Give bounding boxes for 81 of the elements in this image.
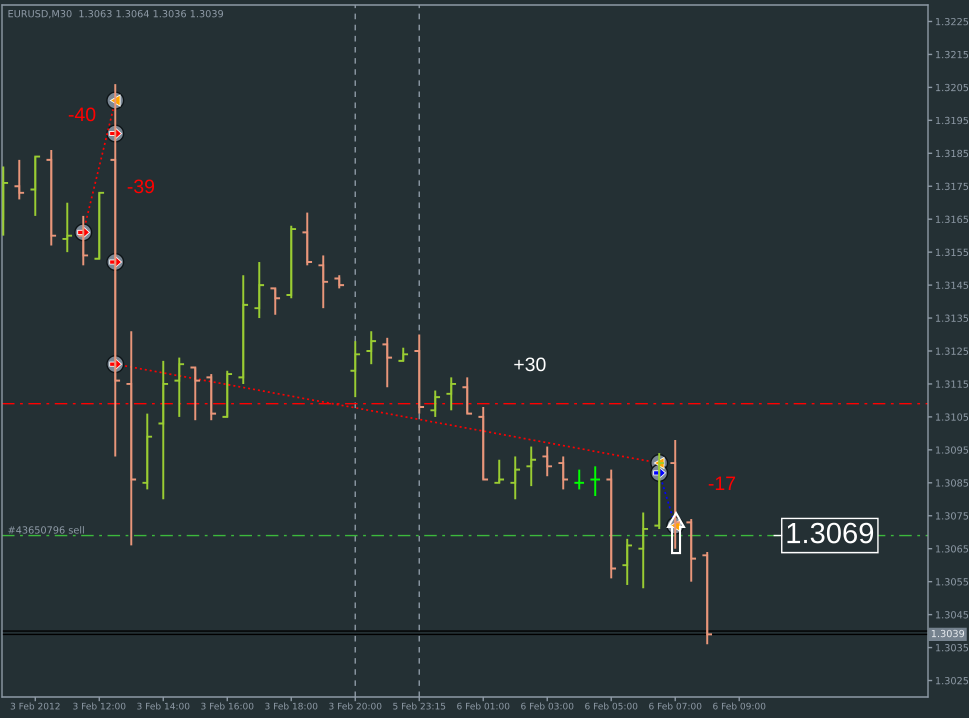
y-tick-label: 1.3065 <box>936 545 968 553</box>
candlestick <box>429 390 442 418</box>
y-tick-label: 1.3105 <box>936 413 968 421</box>
x-tick-label: 3 Feb 16:00 <box>201 702 254 710</box>
x-tick-label: 5 Feb 23:15 <box>393 702 446 710</box>
candlestick <box>525 446 538 488</box>
y-tick-label: 1.3225 <box>936 18 968 26</box>
x-tick-label: 3 Feb 20:00 <box>329 702 382 710</box>
x-tick-label: 3 Feb 12:00 <box>73 702 126 710</box>
candlestick <box>46 149 58 247</box>
candlestick <box>557 455 570 490</box>
y-tick-label: 1.3145 <box>936 282 968 289</box>
candlestick <box>445 376 458 412</box>
y-tick-label: 1.3205 <box>936 84 968 92</box>
annotation: 1.3069 <box>787 522 874 544</box>
candlestick <box>253 261 266 320</box>
y-tick-label: 1.3095 <box>936 446 968 454</box>
ref-line-label: 1.3039 <box>932 630 964 638</box>
y-tick-label: 1.3215 <box>936 50 968 58</box>
candlestick <box>621 538 633 586</box>
candlestick <box>349 340 362 398</box>
candlestick <box>221 370 234 418</box>
candlestick <box>141 412 154 490</box>
y-tick-label: 1.3025 <box>936 677 968 684</box>
y-tick-label: 1.3075 <box>936 512 968 520</box>
y-tick-label: 1.3155 <box>936 248 968 256</box>
candlestick <box>477 406 490 480</box>
candlestick <box>189 366 202 422</box>
candlestick <box>701 551 713 646</box>
y-tick-label: 1.3045 <box>936 611 968 618</box>
x-tick-label: 6 Feb 07:00 <box>649 702 702 710</box>
annotation: -40 <box>68 107 96 122</box>
y-tick-label: 1.3165 <box>936 216 968 224</box>
annotation: +30 <box>514 357 546 372</box>
y-tick-label: 1.3035 <box>936 644 968 652</box>
y-tick-label: 1.3055 <box>936 578 968 586</box>
candlestick <box>685 518 697 583</box>
candlestick <box>157 360 170 500</box>
x-tick-label: 6 Feb 01:00 <box>457 702 510 710</box>
candlestick <box>301 212 314 266</box>
candlestick <box>173 356 186 418</box>
candlestick <box>541 446 554 478</box>
ref-line-label: #43650796 sell <box>8 526 84 534</box>
candlestick <box>30 156 42 217</box>
candlestick <box>269 287 282 316</box>
candlestick <box>509 455 522 500</box>
candlestick <box>493 458 506 484</box>
chart-title: EURUSD,M30 1.3063 1.3064 1.3036 1.3039 <box>8 10 224 18</box>
candlestick <box>62 202 74 254</box>
candlestick <box>605 468 617 580</box>
candlestick <box>573 468 586 490</box>
y-tick-label: 1.3185 <box>936 150 968 158</box>
annotation: -17 <box>708 476 736 490</box>
y-tick-label: 1.3135 <box>936 314 968 322</box>
candlestick <box>317 254 330 310</box>
candlestick <box>413 334 426 415</box>
candlestick <box>333 274 346 290</box>
y-tick-label: 1.3115 <box>936 380 968 388</box>
candlestick <box>93 192 106 260</box>
candlestick <box>461 376 474 415</box>
candlestick <box>237 274 250 385</box>
candlestick <box>125 330 138 546</box>
candlestick <box>637 511 649 590</box>
candlestick <box>285 224 298 300</box>
x-tick-label: 3 Feb 18:00 <box>265 702 318 710</box>
x-tick-label: 6 Feb 09:00 <box>713 702 766 710</box>
y-tick-label: 1.3175 <box>936 182 968 190</box>
y-tick-label: 1.3195 <box>936 116 968 124</box>
x-tick-label: 3 Feb 14:00 <box>137 702 190 710</box>
candlestick <box>365 330 378 366</box>
y-tick-label: 1.3125 <box>936 347 968 355</box>
annotation: -39 <box>128 179 154 194</box>
candlestick <box>381 336 394 388</box>
candlestick <box>205 373 218 422</box>
x-tick-label: 6 Feb 05:00 <box>585 702 638 710</box>
y-tick-label: 1.3085 <box>936 479 968 487</box>
candlestick <box>589 465 602 497</box>
x-tick-label: 3 Feb 2012 <box>10 702 60 710</box>
x-tick-label: 6 Feb 03:00 <box>521 702 574 710</box>
candlestick <box>397 346 410 362</box>
candlestick <box>14 158 26 200</box>
